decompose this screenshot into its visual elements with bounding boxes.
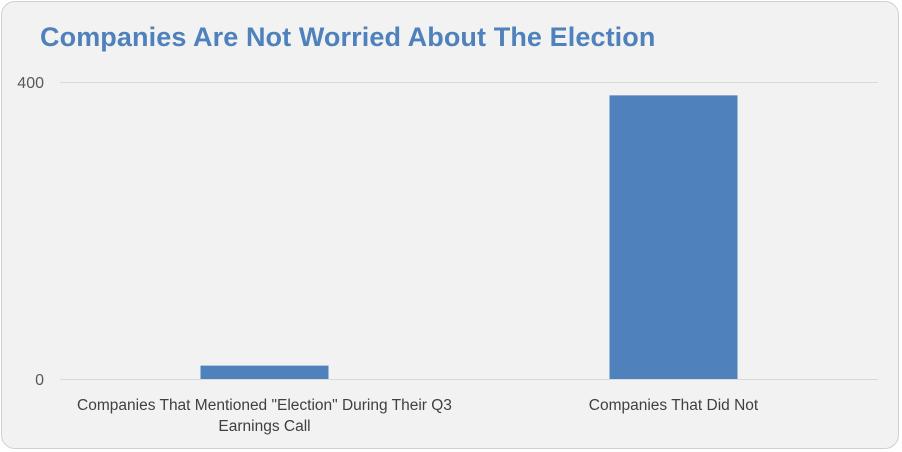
bar-0 [200, 365, 329, 379]
x-category-label-did-not: Companies That Did Not [588, 397, 759, 414]
chart-title: Companies Are Not Worried About The Elec… [40, 22, 656, 52]
x-category-label-mentioned: Companies That Mentioned "Election" Duri… [77, 397, 452, 435]
bar-1 [609, 95, 738, 380]
y-tick-label-0: 0 [35, 372, 44, 389]
y-tick-label-400: 400 [17, 75, 44, 92]
